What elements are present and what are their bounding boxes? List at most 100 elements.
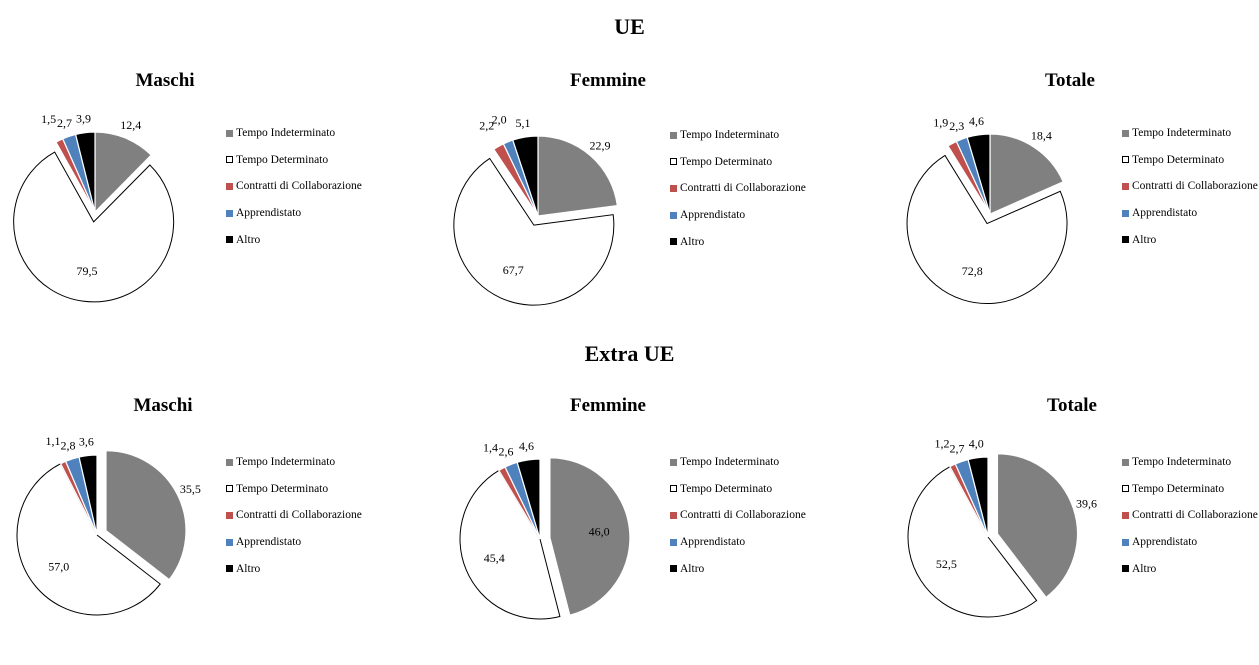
legend-swatch	[670, 238, 677, 246]
data-label: 3,9	[76, 112, 91, 126]
data-label: 2,7	[949, 441, 964, 455]
pie-svg: Maschi 35,5 57,0 1,1 2,8 3,6	[16, 395, 201, 616]
legend-swatch	[226, 182, 233, 190]
legend-label: Contratti di Collaborazione	[236, 180, 362, 193]
legend-item: Tempo Indeterminato	[226, 120, 362, 147]
legend-swatch	[670, 131, 677, 139]
legend-label: Tempo Determinato	[1132, 153, 1225, 166]
legend-swatch	[670, 538, 677, 546]
data-label: 5,1	[515, 116, 530, 130]
legend-label: Contratti di Collaborazione	[680, 182, 806, 195]
data-label: 79,5	[76, 264, 97, 278]
legend-item: Contratti di Collaborazione	[226, 502, 362, 529]
data-label: 3,6	[79, 435, 94, 449]
pie-svg: Femmine 46,0 45,4 1,4 2,6 4,6	[459, 395, 646, 620]
legend-item: Tempo Indeterminato	[1122, 449, 1258, 476]
legend-swatch	[226, 565, 233, 573]
legend: Tempo Indeterminato Tempo Determinato Cont…	[1122, 449, 1258, 582]
pie-chart-extra-ue-totale: Totale 39,6 52,5 1,2 2,7 4,0 Tempo Indetermina…	[890, 395, 1259, 665]
data-label: 45,4	[484, 551, 505, 565]
legend-swatch	[670, 158, 677, 166]
legend-swatch	[1122, 485, 1129, 493]
legend-label: Altro	[1132, 562, 1157, 575]
pie-chart-extra-ue-femmine: Femmine 46,0 45,4 1,4 2,6 4,6 Tempo Indetermin…	[440, 395, 860, 665]
legend-label: Tempo Indeterminato	[680, 456, 780, 469]
legend-item: Tempo Determinato	[670, 476, 806, 503]
legend-item: Tempo Indeterminato	[670, 122, 806, 149]
legend-label: Altro	[680, 235, 705, 248]
data-label: 1,9	[933, 115, 948, 129]
legend-item: Tempo Indeterminato	[226, 449, 362, 476]
legend-label: Altro	[1132, 233, 1157, 246]
pie-svg: Femmine 22,9 67,7 2,22,0 5,1	[453, 70, 646, 306]
legend-label: Apprendistato	[680, 536, 746, 549]
chart-title: Femmine	[570, 395, 646, 416]
chart-title: Maschi	[135, 70, 194, 91]
legend-swatch	[1122, 129, 1129, 137]
legend-item: Contratti di Collaborazione	[1122, 173, 1258, 200]
legend-swatch	[226, 129, 233, 137]
legend-item: Altro	[226, 555, 362, 582]
legend-item: Altro	[670, 555, 806, 582]
legend-item: Tempo Determinato	[670, 149, 806, 176]
legend-label: Tempo Determinato	[236, 153, 329, 166]
legend-item: Contratti di Collaborazione	[226, 173, 362, 200]
data-label: 1,2	[934, 437, 949, 451]
data-label: 2,0	[492, 113, 507, 127]
legend-label: Contratti di Collaborazione	[680, 509, 806, 522]
data-label: 57,0	[48, 560, 69, 574]
legend-item: Contratti di Collaborazione	[670, 502, 806, 529]
legend-swatch	[226, 511, 233, 519]
legend-label: Contratti di Collaborazione	[236, 509, 362, 522]
data-label: 2,7	[57, 116, 72, 130]
data-label: 67,7	[503, 263, 524, 277]
legend-label: Apprendistato	[236, 207, 302, 220]
legend-swatch	[226, 156, 233, 164]
data-label: 2,8	[60, 439, 75, 453]
pie-svg: Totale 18,4 72,8 1,9 2,3 4,6	[906, 70, 1095, 305]
chart-title: Maschi	[133, 395, 192, 416]
legend-swatch	[226, 538, 233, 546]
legend-label: Tempo Indeterminato	[1132, 127, 1232, 140]
legend-swatch	[670, 211, 677, 219]
legend-swatch	[1122, 182, 1129, 190]
data-label: 39,6	[1076, 497, 1097, 511]
section-title-ue: UE	[614, 14, 645, 39]
data-label: 52,5	[936, 557, 957, 571]
legend-swatch	[670, 184, 677, 192]
pie-slice-altro	[967, 456, 989, 538]
legend-swatch	[226, 209, 233, 217]
data-label: 18,4	[1031, 128, 1052, 142]
pie-slice-tempo-determinato	[16, 463, 161, 616]
legend-label: Tempo Determinato	[680, 155, 773, 168]
pie-chart-extra-ue-maschi: Maschi 35,5 57,0 1,1 2,8 3,6 Tempo Indetermina…	[0, 395, 420, 665]
pie-slice-tempo-determinato	[906, 154, 1068, 305]
data-label: 1,1	[46, 434, 61, 448]
legend-item: Altro	[1122, 555, 1258, 582]
pie-chart-ue-totale: Totale 18,4 72,8 1,9 2,3 4,6 Tempo Indetermina…	[890, 70, 1259, 340]
legend-swatch	[1122, 458, 1129, 466]
legend-label: Apprendistato	[680, 209, 746, 222]
pie-slice-tempo-indeterminato	[94, 131, 153, 214]
legend-item: Altro	[1122, 226, 1258, 253]
legend-swatch	[1122, 511, 1129, 519]
legend-item: Apprendistato	[670, 202, 806, 229]
legend-label: Apprendistato	[236, 536, 302, 549]
legend-item: Tempo Determinato	[226, 147, 362, 174]
pie-slice-altro	[516, 458, 541, 540]
data-label: 2,3	[949, 119, 964, 133]
data-label: 22,9	[589, 138, 610, 152]
section-title-extra-ue: Extra UE	[584, 341, 675, 366]
pie-slice-tempo-determinato	[453, 157, 615, 306]
legend-label: Tempo Indeterminato	[680, 129, 780, 142]
data-label: 2,6	[498, 444, 513, 458]
legend-item: Altro	[670, 228, 806, 255]
pie-slice-tempo-indeterminato	[549, 457, 631, 616]
legend-label: Tempo Determinato	[1132, 482, 1225, 495]
pie-slice-tempo-indeterminato	[537, 135, 618, 217]
legend-swatch	[670, 485, 677, 493]
legend-label: Altro	[236, 233, 261, 246]
legend-swatch	[1122, 209, 1129, 217]
legend-swatch	[1122, 538, 1129, 546]
legend-swatch	[226, 236, 233, 244]
